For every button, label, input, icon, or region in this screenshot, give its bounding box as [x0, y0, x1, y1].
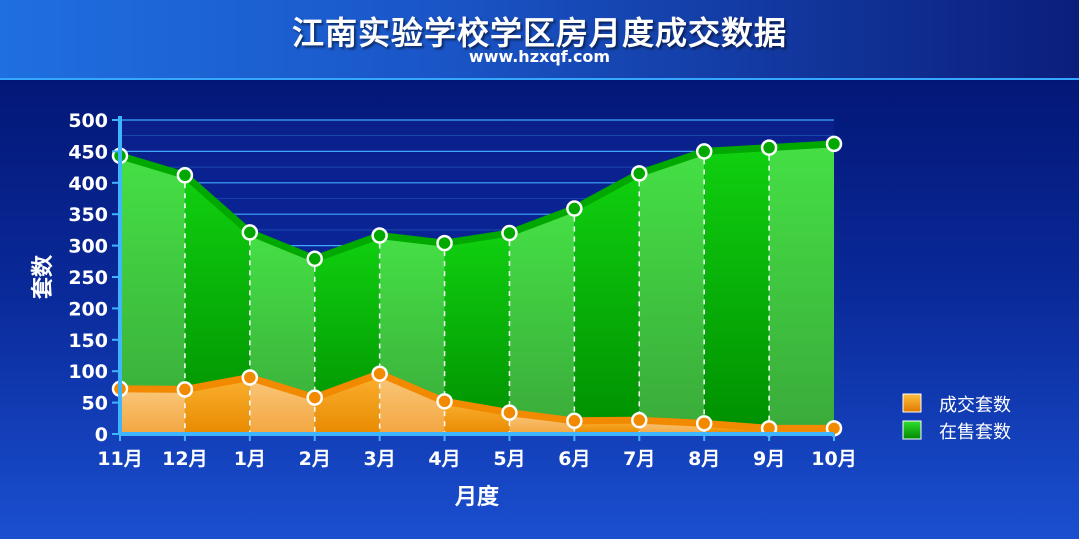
y-tick-labels: 0 50 100 150 200 250 300 350 400 450 500: [68, 110, 108, 446]
listing-point[interactable]: [631, 165, 648, 182]
sold-line: [119, 370, 834, 432]
y-tick-label: 250: [68, 267, 108, 289]
listing-point[interactable]: [695, 143, 713, 160]
legend-item-listing[interactable]: 在售套数: [902, 420, 1011, 443]
sold-point[interactable]: [695, 415, 713, 432]
sold-point[interactable]: [566, 412, 583, 430]
y-tick-label: 0: [95, 424, 108, 446]
listing-line: [118, 140, 835, 263]
x-tick-label: 5月: [493, 448, 525, 470]
listing-point[interactable]: [436, 234, 453, 252]
listing-band: [120, 155, 185, 434]
listing-point[interactable]: [501, 224, 518, 242]
listing-point[interactable]: [371, 227, 388, 244]
y-tick-label: 500: [68, 110, 108, 132]
data-points: [111, 135, 843, 437]
listing-band: [509, 208, 575, 434]
sold-point[interactable]: [501, 404, 518, 421]
y-tick-label: 50: [82, 393, 108, 415]
sold-band: [379, 373, 445, 434]
legend-swatch-sold: [902, 393, 922, 413]
y-tick-label: 100: [68, 361, 108, 383]
listing-point[interactable]: [306, 250, 323, 268]
legend: 成交套数 在售套数: [902, 393, 1011, 443]
x-tick-label: 8月: [688, 448, 720, 470]
chart-subtitle: www.hzxqf.com: [468, 47, 611, 66]
y-tick-label: 300: [68, 236, 108, 258]
sold-band: [444, 401, 510, 434]
x-tick-label: 12月: [162, 448, 207, 470]
sold-band: [249, 377, 315, 434]
x-tick-label: 6月: [558, 448, 590, 470]
y-tick-label: 200: [68, 298, 108, 320]
x-tick-label: 10月: [811, 448, 856, 470]
listing-point[interactable]: [825, 135, 843, 153]
sold-band: [184, 377, 250, 434]
sold-point[interactable]: [176, 381, 194, 398]
x-tick-label: 9月: [753, 448, 785, 470]
x-tick-label: 11月: [97, 448, 142, 470]
sold-point[interactable]: [631, 411, 648, 429]
listing-point[interactable]: [241, 224, 259, 241]
listing-band: [574, 173, 640, 434]
sold-point[interactable]: [306, 389, 323, 406]
y-tick-label: 450: [68, 141, 108, 163]
y-tick-label: 350: [68, 204, 108, 226]
listing-point[interactable]: [566, 200, 583, 217]
sold-band: [314, 373, 380, 434]
x-tick-label: 4月: [428, 448, 460, 470]
x-tick-labels: 11月 12月 1月 2月 3月 4月 5月 6月 7月 8月 9月 10月: [97, 448, 856, 470]
y-tick-label: 400: [68, 173, 108, 195]
chart-title: 江南实验学校学区房月度成交数据: [291, 14, 787, 52]
sold-point[interactable]: [371, 365, 388, 382]
legend-label-sold: 成交套数: [939, 395, 1011, 416]
listing-band: [639, 151, 705, 434]
x-axis-label: 月度: [454, 484, 500, 510]
listing-band: [444, 233, 510, 434]
legend-item-sold[interactable]: 成交套数: [902, 393, 1011, 416]
chart-header: 江南实验学校学区房月度成交数据 www.hzxqf.com: [0, 0, 1079, 80]
y-tick-label: 150: [68, 330, 108, 352]
listing-point[interactable]: [760, 139, 778, 156]
legend-label-listing: 在售套数: [939, 422, 1011, 443]
x-tick-label: 2月: [299, 448, 331, 470]
listing-band: [704, 147, 770, 434]
x-tick-label: 1月: [234, 448, 266, 470]
listing-band: [769, 143, 834, 434]
y-axis-label: 套数: [30, 254, 56, 299]
sold-band: [120, 388, 185, 434]
listing-point[interactable]: [176, 167, 194, 184]
listing-band: [184, 175, 250, 434]
x-tick-label: 3月: [364, 448, 396, 470]
sold-point[interactable]: [241, 369, 259, 386]
x-tick-label: 7月: [623, 448, 655, 470]
sold-point[interactable]: [436, 393, 453, 410]
legend-swatch-listing: [902, 420, 922, 440]
axes: [112, 116, 835, 441]
series-lines: [118, 140, 835, 432]
